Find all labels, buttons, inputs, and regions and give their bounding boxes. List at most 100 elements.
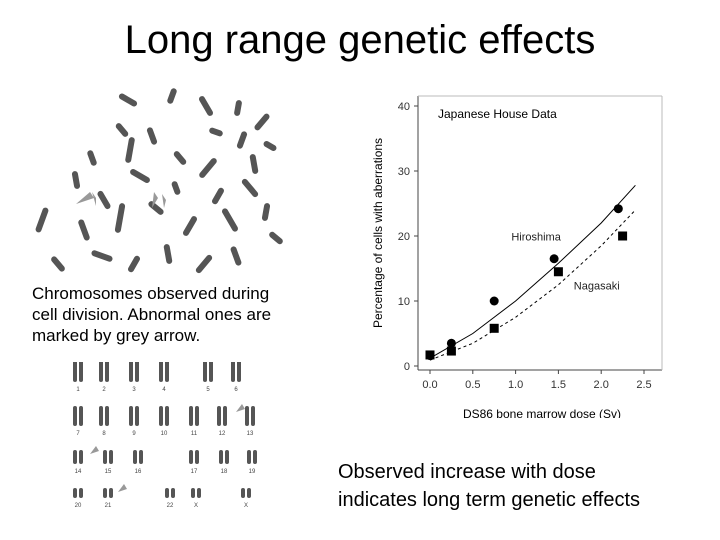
karyotype-chromosome [73,362,77,382]
x-tick-label: 2.0 [594,379,609,391]
karyotype-chromosome [253,450,257,464]
karyotype-chromosome [237,362,241,382]
chromosome-shape [87,150,97,166]
karyotype-chromosome [79,362,83,382]
chromosome-shape [163,244,173,264]
chromosome-shape [199,158,217,178]
data-point-hiroshima [446,338,456,348]
abnormal-marker-arrow-icon [162,194,166,208]
karyotype-chromosome [79,488,83,498]
karyotype-chromosome [129,362,133,382]
y-tick-label: 40 [398,101,410,113]
karyotype-number: 5 [206,387,210,393]
karyotype-number: 13 [247,431,254,437]
karyotype-chromosome [241,488,245,498]
karyotype-chromosome [109,488,113,498]
data-point-hiroshima [549,254,559,264]
data-point-nagasaki [553,267,563,277]
karyotype-chromosome [195,450,199,464]
karyotype-number: 6 [234,387,238,393]
chromosome-shape [230,246,242,266]
karyotype-chromosome [159,362,163,382]
chromosome-shape [97,190,111,210]
karyotype-number: 14 [75,469,82,475]
abnormal-marker-arrow-icon [90,446,99,454]
chromosome-caption: Chromosomes observed during cell divisio… [32,283,332,346]
series-fit-line-nagasaki [429,209,636,361]
y-tick-label: 30 [398,166,410,178]
series-label-hiroshima: Hiroshima [511,232,561,244]
chromosome-shape [269,231,283,245]
karyotype-chromosome [73,406,77,426]
karyotype-chromosome [191,488,195,498]
karyotype-number: X [244,503,248,509]
chromosome-shape [130,169,150,183]
karyotype-number: 19 [249,469,256,475]
x-tick-label: 2.5 [636,379,651,391]
data-point-hiroshima [489,296,499,306]
karyotype-chromosome [171,488,175,498]
karyotype-chromosome [165,362,169,382]
karyotype-chromosome [99,362,103,382]
karyotype-chromosome [105,406,109,426]
series-fit-line-hiroshima [429,184,636,359]
karyotype-number: 16 [135,469,142,475]
data-point-nagasaki [425,350,435,360]
chromosome-shape [254,113,270,131]
chromosome-shape [125,137,135,163]
karyotype-chromosome [133,450,137,464]
karyotype-number: 8 [102,431,106,437]
data-point-nagasaki [618,231,628,241]
y-tick-label: 20 [398,231,410,243]
karyotype-number: 10 [161,431,168,437]
karyotype-chromosome [79,406,83,426]
karyotype-number: X [194,503,198,509]
chromosome-shape [263,141,277,151]
karyotype-number: 3 [132,387,136,393]
x-tick-label: 1.0 [508,379,523,391]
chromosome-shape [209,127,223,137]
x-tick-label: 0.5 [465,379,480,391]
chromosome-shape [199,96,213,116]
chromosome-shape [261,203,271,221]
chart-title: Japanese House Data [438,107,557,121]
karyotype-chromosome [195,406,199,426]
karyotype-chromosome [135,362,139,382]
karyotype-number: 12 [219,431,226,437]
dose-caption: Observed increase with dose indicates lo… [338,458,718,514]
abnormal-marker-arrow-icon [118,484,127,492]
karyotype-chromosome [165,406,169,426]
karyotype-chromosome [79,450,83,464]
chromosome-shape [78,219,90,241]
chromosome-shape [236,131,248,149]
karyotype-chromosome [129,406,133,426]
karyotype-number: 4 [162,387,166,393]
karyotype-chromosome [105,362,109,382]
karyotype-chromosome [247,450,251,464]
karyotype-number: 1 [76,387,80,393]
karyotype-number: 11 [191,431,198,437]
chromosome-shape [195,254,213,274]
chromosome-shape [234,100,242,116]
dose-response-chart: Japanese House Data DS86 bone marrow dos… [371,95,663,418]
karyotype-number: 17 [191,469,198,475]
karyotype-chromosome [203,362,207,382]
karyotype-chromosome [197,488,201,498]
karyotype-chromosome [245,406,249,426]
chromosome-shape [167,88,177,104]
x-axis-label: DS86 bone marrow dose (Sv) [463,407,621,418]
x-tick-label: 0.0 [422,379,437,391]
chromosome-caption-line: Chromosomes observed during [32,284,270,303]
karyotype-number: 18 [221,469,228,475]
slide-title: Long range genetic effects [124,18,596,62]
karyotype-number: 15 [105,469,112,475]
data-point-nagasaki [446,346,456,356]
chromosome-shape [146,127,158,145]
chromosome-shape [114,203,126,233]
chromosome-caption-line: marked by grey arrow. [32,326,201,345]
x-tick-label: 1.5 [551,379,566,391]
chromosome-shape [128,255,140,273]
karyotype-chromosome [231,362,235,382]
abnormal-marker-arrow-icon [152,192,158,208]
